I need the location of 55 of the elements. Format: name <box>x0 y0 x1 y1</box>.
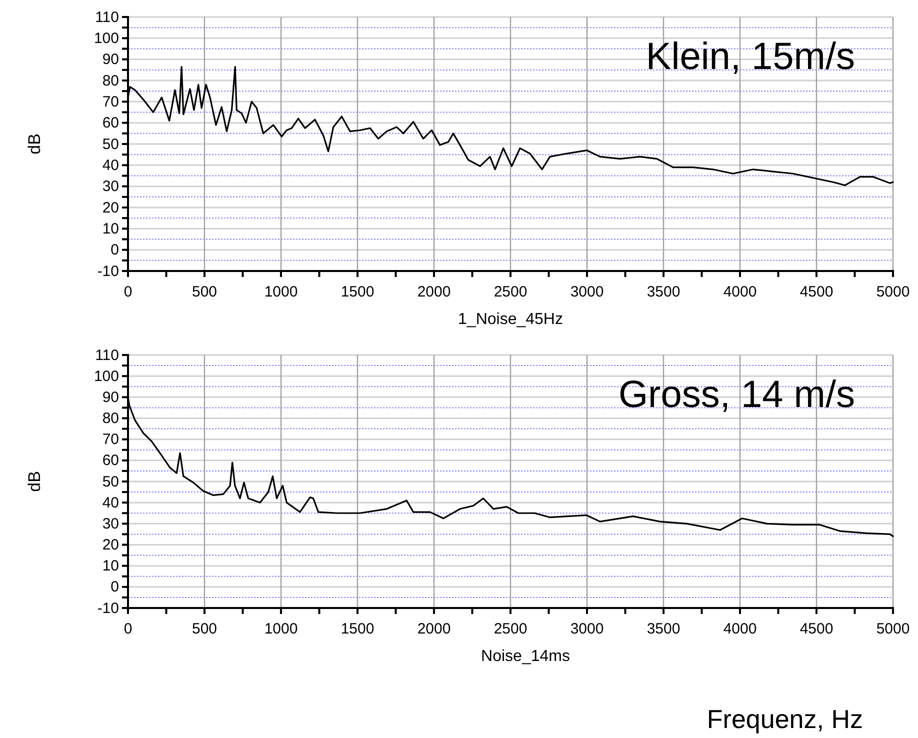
x-axis-title: 1_Noise_45Hz <box>458 311 563 328</box>
x-tick-label: 3000 <box>570 284 604 300</box>
x-tick-label: 1000 <box>264 620 298 638</box>
x-tick-label: 0 <box>124 620 132 638</box>
x-tick-label: 2500 <box>494 284 528 300</box>
x-tick-label: 2000 <box>417 620 451 638</box>
x-axis-title: Noise_14ms <box>481 648 570 665</box>
x-tick-label: 0 <box>124 284 132 300</box>
y-tick-label: 80 <box>102 72 119 90</box>
x-tick-label: 1500 <box>340 620 374 638</box>
y-axis-title: dB <box>25 471 44 492</box>
y-tick-label: 50 <box>102 136 119 153</box>
x-tick-label: 2500 <box>494 620 528 638</box>
x-tick-label: 5000 <box>876 284 910 300</box>
x-tick-label: 3500 <box>646 284 680 300</box>
y-tick-label: 40 <box>102 156 119 174</box>
y-tick-label: 100 <box>94 30 119 47</box>
y-tick-label: 0 <box>110 242 119 259</box>
y-tick-label: 80 <box>102 410 119 428</box>
y-tick-label: 20 <box>102 536 119 554</box>
x-tick-label: 500 <box>192 284 218 300</box>
text: Frequenz, Hz <box>706 704 863 734</box>
y-axis-title: dB <box>25 134 44 154</box>
x-tick-label: 5000 <box>876 620 910 638</box>
annotation: Klein, 15m/s <box>646 36 855 78</box>
x-tick-label: 500 <box>192 620 218 638</box>
x-tick-label: 4000 <box>723 284 757 300</box>
y-tick-label: 90 <box>102 51 119 68</box>
x-tick-label: 2000 <box>417 284 451 300</box>
y-tick-label: 70 <box>102 93 119 110</box>
x-tick-label: 3000 <box>570 620 604 638</box>
y-tick-label: 30 <box>102 178 119 196</box>
y-tick-label: 20 <box>102 199 119 216</box>
y-tick-label: 40 <box>102 494 119 512</box>
x-tick-label: 1000 <box>264 284 298 300</box>
y-tick-label: -10 <box>97 262 119 280</box>
y-tick-label: 110 <box>95 346 119 364</box>
x-tick-label: 4500 <box>800 620 834 638</box>
y-tick-label: 10 <box>102 220 119 238</box>
y-tick-label: 90 <box>102 388 119 406</box>
y-tick-label: 60 <box>102 452 119 470</box>
x-tick-label: 1500 <box>340 284 374 300</box>
y-tick-label: 30 <box>102 515 119 532</box>
y-tick-label: 10 <box>102 558 119 575</box>
x-tick-label: 4500 <box>800 284 834 300</box>
x-tick-label: 4000 <box>723 620 757 638</box>
annotation: Gross, 14 m/s <box>618 374 855 416</box>
y-tick-label: 110 <box>95 8 119 26</box>
y-tick-label: 50 <box>102 473 119 490</box>
y-tick-label: 70 <box>102 431 119 448</box>
y-tick-label: 100 <box>94 368 119 385</box>
y-tick-label: 60 <box>102 114 119 132</box>
x-tick-label: 3500 <box>646 620 680 638</box>
y-tick-label: -10 <box>97 600 119 617</box>
y-tick-label: 0 <box>110 578 119 596</box>
